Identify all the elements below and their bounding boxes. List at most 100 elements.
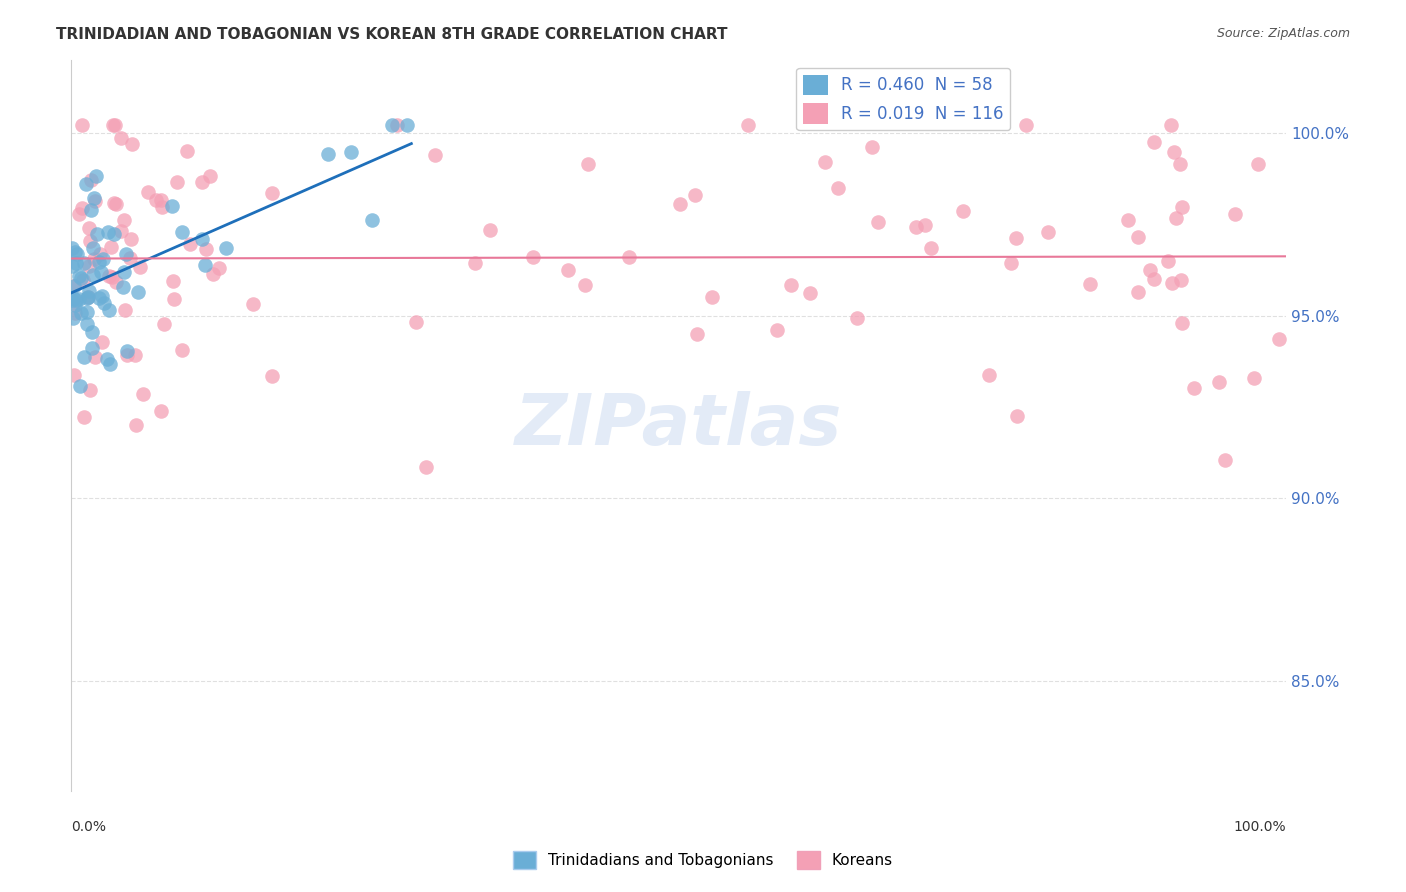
Point: [381, 119, 404, 133]
Point: [262, 368, 284, 383]
Point: [1157, 253, 1180, 268]
Point: [686, 326, 709, 341]
Point: [574, 278, 596, 293]
Point: [149, 193, 172, 207]
Point: [111, 280, 134, 294]
Point: [170, 225, 193, 239]
Point: [90, 334, 112, 349]
Point: [76, 291, 98, 305]
Point: [814, 155, 837, 169]
Point: [67, 292, 90, 306]
Point: [145, 194, 167, 208]
Point: [423, 148, 446, 162]
Point: [62, 311, 84, 326]
Point: [479, 223, 502, 237]
Point: [73, 256, 96, 270]
Point: [103, 227, 125, 241]
Point: [1160, 119, 1182, 133]
Point: [1246, 157, 1268, 171]
Point: [84, 194, 107, 209]
Point: [1268, 332, 1291, 346]
Point: [97, 303, 120, 318]
Point: [191, 232, 214, 246]
Point: [683, 187, 706, 202]
Point: [1142, 272, 1164, 286]
Point: [79, 259, 101, 273]
Point: [557, 262, 579, 277]
Point: [72, 273, 94, 287]
Point: [84, 169, 107, 183]
Point: [105, 275, 128, 289]
Point: [73, 350, 96, 364]
Point: [80, 341, 103, 355]
Point: [1160, 276, 1182, 290]
Point: [100, 240, 122, 254]
Point: [62, 291, 84, 305]
Point: [202, 267, 225, 281]
Point: [1139, 263, 1161, 277]
Point: [118, 251, 141, 265]
Point: [316, 147, 339, 161]
Point: [104, 197, 127, 211]
Text: Source: ZipAtlas.com: Source: ZipAtlas.com: [1216, 27, 1350, 40]
Point: [262, 186, 284, 201]
Point: [76, 317, 98, 331]
Point: [766, 323, 789, 337]
Point: [125, 418, 148, 433]
Point: [195, 242, 218, 256]
Point: [1164, 211, 1187, 225]
Legend: Trinidadians and Tobagonians, Koreans: Trinidadians and Tobagonians, Koreans: [508, 845, 898, 875]
Point: [114, 303, 136, 318]
Point: [198, 169, 221, 184]
Point: [80, 202, 103, 217]
Point: [70, 271, 93, 285]
Point: [104, 119, 127, 133]
Point: [522, 250, 544, 264]
Point: [62, 279, 84, 293]
Point: [737, 119, 759, 133]
Point: [77, 284, 100, 298]
Point: [76, 290, 98, 304]
Point: [176, 144, 198, 158]
Point: [1225, 207, 1247, 221]
Point: [163, 292, 186, 306]
Point: [76, 305, 98, 319]
Point: [86, 227, 108, 241]
Point: [89, 291, 111, 305]
Point: [153, 318, 176, 332]
Point: [868, 215, 890, 229]
Point: [67, 268, 90, 283]
Point: [62, 259, 84, 273]
Point: [1243, 371, 1265, 385]
Point: [62, 368, 84, 383]
Point: [70, 119, 93, 133]
Point: [1170, 273, 1192, 287]
Point: [1163, 145, 1185, 160]
Text: 0.0%: 0.0%: [72, 820, 107, 834]
Point: [65, 293, 87, 307]
Point: [1213, 452, 1236, 467]
Point: [191, 175, 214, 189]
Point: [415, 460, 437, 475]
Point: [98, 357, 121, 371]
Point: [82, 325, 104, 339]
Point: [1005, 409, 1028, 423]
Point: [150, 200, 173, 214]
Point: [920, 241, 942, 255]
Point: [845, 311, 868, 326]
Point: [779, 278, 801, 293]
Point: [385, 119, 408, 133]
Point: [700, 291, 723, 305]
Point: [65, 298, 87, 312]
Point: [82, 242, 104, 256]
Point: [101, 269, 124, 284]
Point: [124, 348, 146, 362]
Point: [91, 289, 114, 303]
Point: [83, 351, 105, 365]
Point: [914, 218, 936, 232]
Point: [405, 315, 427, 329]
Point: [1005, 230, 1028, 244]
Point: [96, 352, 118, 367]
Point: [127, 285, 149, 299]
Point: [905, 220, 928, 235]
